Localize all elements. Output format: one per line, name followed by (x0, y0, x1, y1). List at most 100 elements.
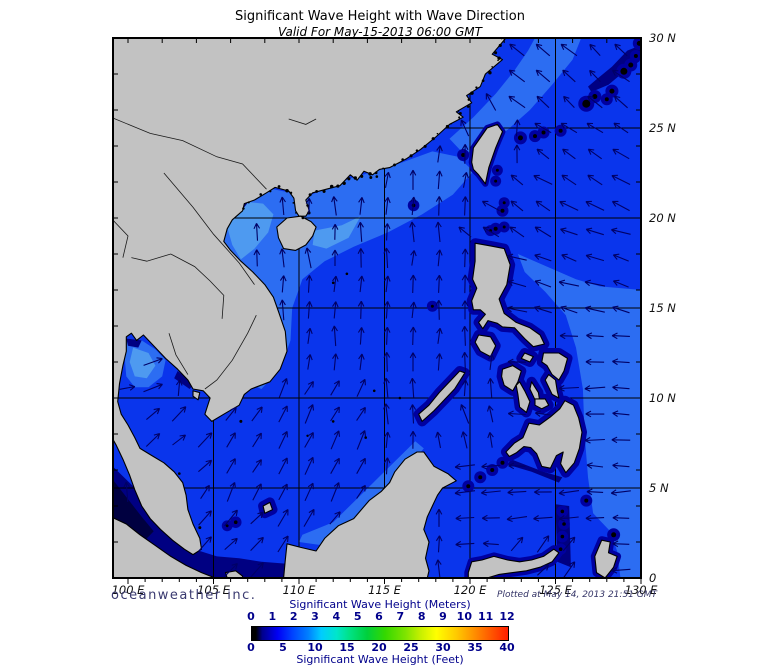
small-island (541, 130, 546, 135)
wave-arrow (409, 274, 417, 294)
y-axis-label: 0 (649, 571, 656, 585)
wave-arrow (585, 410, 605, 418)
wave-arrow (612, 410, 630, 417)
oceanweather-logo: oceanweather inc. (111, 588, 257, 603)
wave-arrow (585, 358, 605, 366)
wave-arrow (330, 406, 340, 422)
wave-arrow (506, 253, 527, 261)
land-luzon (471, 242, 545, 348)
land-bohol (534, 398, 550, 410)
rocky-coast-dot (353, 176, 357, 180)
wave-arrow (384, 275, 391, 293)
wave-arrow (481, 514, 500, 522)
feet-tick: 20 (371, 641, 387, 654)
wave-arrow (357, 300, 365, 319)
wave-arrow (198, 510, 212, 526)
map-layers (113, 38, 641, 578)
land-leyte (544, 374, 560, 399)
x-axis-label: 125 E (539, 583, 573, 597)
wave-arrow (563, 95, 575, 108)
meter-tick: 6 (375, 610, 383, 623)
x-axis-label: 120 E (454, 583, 488, 597)
y-axis-label: 10 N (649, 391, 676, 405)
wave-arrow (435, 431, 442, 449)
feet-tick: 40 (499, 641, 515, 654)
wave-height-patch (129, 347, 156, 379)
wave-arrow (562, 69, 576, 83)
rocky-coast-dot (401, 158, 404, 161)
wave-arrow (123, 481, 130, 502)
rocky-coast-dot (457, 110, 460, 112)
wave-arrow (409, 377, 416, 398)
small-island (604, 97, 609, 102)
wave-arrow (356, 378, 366, 397)
wave-arrow (175, 379, 183, 397)
rocky-coast-dot (382, 167, 385, 170)
wave-arrow (455, 514, 475, 522)
rocky-coast-dot (409, 154, 413, 158)
wave-arrow (384, 196, 391, 215)
wave-arrow (461, 248, 469, 268)
rocky-coast-dot (336, 184, 340, 188)
wave-height-patch (449, 38, 582, 154)
wave-arrow (224, 537, 238, 551)
wave-arrow (250, 536, 264, 551)
small-island (495, 168, 499, 172)
wave-arrow (611, 174, 631, 185)
wave-arrow (480, 489, 501, 496)
wave-arrow (226, 481, 236, 502)
wave-arrow (612, 462, 630, 470)
land-panay (501, 365, 522, 392)
wave-arrow (358, 353, 365, 371)
wave-arrow (305, 301, 313, 319)
rocky-coast-dot (491, 65, 493, 68)
wave-arrow (611, 200, 630, 212)
small-island (500, 460, 505, 465)
wave-arrow (383, 403, 390, 425)
wave-arrow (584, 279, 606, 287)
wave-arrow (534, 253, 552, 262)
wave-arrow (507, 488, 527, 496)
rocky-coast-dot (374, 171, 378, 175)
rocky-coast-dot (301, 216, 305, 220)
wave-arrow (253, 249, 261, 267)
wave-arrow (172, 434, 187, 446)
meter-tick: 10 (456, 610, 472, 623)
rocky-coast-dot (436, 132, 439, 135)
wave-arrow (252, 483, 262, 501)
wave-arrow (562, 148, 576, 160)
meter-tick: 8 (417, 610, 426, 623)
wave-arrow (410, 301, 417, 319)
wave-arrow (435, 508, 443, 527)
wave-arrow (435, 559, 442, 578)
small-island (345, 272, 349, 276)
wave-arrow (279, 275, 287, 293)
wave-arrow (252, 459, 262, 473)
land-sulawesi-arm (467, 548, 560, 578)
small-island (636, 40, 641, 46)
wave-arrow (279, 299, 286, 321)
wave-arrow (357, 248, 365, 268)
legend-meter-ticks: 0 1 2 3 4 5 6 7 8 9 10 11 12 (247, 610, 514, 623)
wave-arrow (436, 170, 443, 190)
wave-arrow (481, 200, 500, 212)
rocky-coast-dot (247, 201, 250, 204)
small-island (558, 547, 563, 551)
wave-arrow (305, 275, 313, 293)
wave-height-patch (588, 45, 641, 92)
rocky-coast-dot (306, 204, 309, 207)
y-axis-label: 30 N (649, 31, 676, 45)
wave-arrow (509, 43, 525, 57)
wave-height-patch (126, 338, 142, 348)
wave-arrow (356, 457, 366, 474)
rocky-coast-dot (467, 98, 470, 101)
country-border (204, 315, 257, 390)
meter-tick: 3 (311, 610, 319, 623)
wave-arrow (331, 196, 338, 216)
small-island (582, 99, 591, 108)
wave-arrow (534, 279, 552, 288)
small-island (532, 134, 537, 139)
rocky-coast-dot (498, 43, 502, 47)
wave-arrow (410, 196, 417, 216)
wave-arrow (409, 352, 417, 372)
